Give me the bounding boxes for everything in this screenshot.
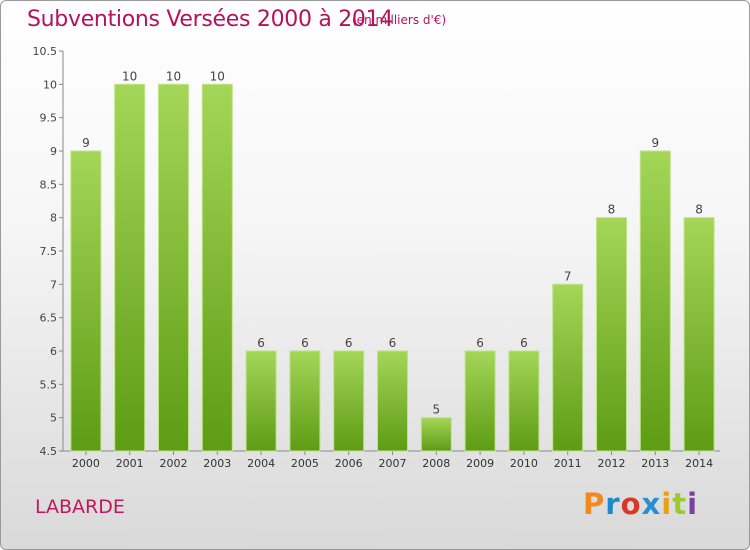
x-tick-label: 2002	[160, 457, 188, 470]
x-tick-label: 2006	[335, 457, 363, 470]
data-label: 10	[166, 69, 181, 83]
labels: 2000 9 2001 10 2002 10 2003 10 2004 6 2005 6 2006 6 20…	[72, 69, 713, 470]
bar-2013	[639, 150, 671, 452]
bar-2002	[158, 83, 189, 452]
y-tick-label: 4.5	[40, 445, 58, 458]
data-label: 7	[564, 269, 572, 283]
x-tick-label: 2004	[247, 457, 275, 470]
y-tick-label: 10.5	[33, 45, 58, 58]
bar-2011	[552, 283, 584, 452]
data-label: 6	[345, 336, 353, 350]
y-tick-label: 7	[50, 278, 57, 291]
commune-name: LABARDE	[35, 496, 125, 518]
chart-title: Subventions Versées 2000 à 2014	[27, 7, 394, 32]
data-label: 10	[210, 69, 225, 83]
y-tick-label: 9	[50, 145, 57, 158]
x-tick-label: 2008	[422, 457, 450, 470]
y-tick-label: 6	[50, 345, 57, 358]
bar-2009	[464, 350, 496, 452]
y-tick-label: 7.5	[40, 245, 58, 258]
bar-2006	[333, 350, 365, 452]
data-label: 8	[608, 203, 616, 217]
bars	[70, 83, 715, 452]
logo-letter: i	[687, 487, 699, 521]
x-tick-label: 2009	[466, 457, 494, 470]
bar-2000	[70, 150, 102, 452]
x-tick-label: 2013	[641, 457, 669, 470]
logo-letter: x	[641, 487, 662, 521]
bar-2010	[508, 350, 540, 452]
x-tick-label: 2012	[598, 457, 626, 470]
chart-subtitle: (en milliers d'€)	[352, 13, 447, 27]
x-tick-label: 2000	[72, 457, 100, 470]
x-tick-label: 2005	[291, 457, 319, 470]
bar-2004	[245, 350, 277, 452]
proxiti-logo: Proxiti	[583, 487, 698, 521]
x-tick-label: 2003	[203, 457, 231, 470]
bar-2005	[289, 350, 321, 452]
x-tick-label: 2010	[510, 457, 538, 470]
data-label: 9	[651, 136, 659, 150]
x-tick-label: 2011	[554, 457, 582, 470]
y-tick-label: 5.5	[40, 378, 58, 391]
data-label: 8	[695, 203, 703, 217]
data-label: 6	[257, 336, 265, 350]
x-tick-label: 2007	[379, 457, 407, 470]
data-label: 10	[122, 69, 137, 83]
x-tick-label: 2001	[116, 457, 144, 470]
bar-2014	[683, 217, 715, 452]
data-label: 5	[432, 403, 440, 417]
data-label: 6	[389, 336, 397, 350]
logo-letter: i	[661, 487, 673, 521]
bar-2007	[377, 350, 408, 452]
x-tick-label: 2014	[685, 457, 713, 470]
y-tick-label: 8	[50, 212, 57, 225]
y-tick-label: 5	[50, 412, 57, 425]
data-label: 9	[82, 136, 90, 150]
bar-2003	[201, 83, 233, 452]
bar-2001	[114, 83, 146, 452]
y-tick-label: 9.5	[40, 112, 58, 125]
logo-letter: r	[605, 487, 621, 521]
logo-letter: t	[672, 487, 688, 521]
data-label: 6	[476, 336, 484, 350]
data-label: 6	[520, 336, 528, 350]
logo-letter: P	[583, 487, 606, 521]
y-tick-label: 10	[43, 78, 57, 91]
data-label: 6	[301, 336, 309, 350]
bar-2012	[596, 217, 627, 452]
y-tick-label: 6.5	[40, 312, 58, 325]
bar-2008	[420, 417, 452, 452]
logo-letter: o	[620, 487, 642, 521]
y-tick-label: 8.5	[40, 178, 58, 191]
